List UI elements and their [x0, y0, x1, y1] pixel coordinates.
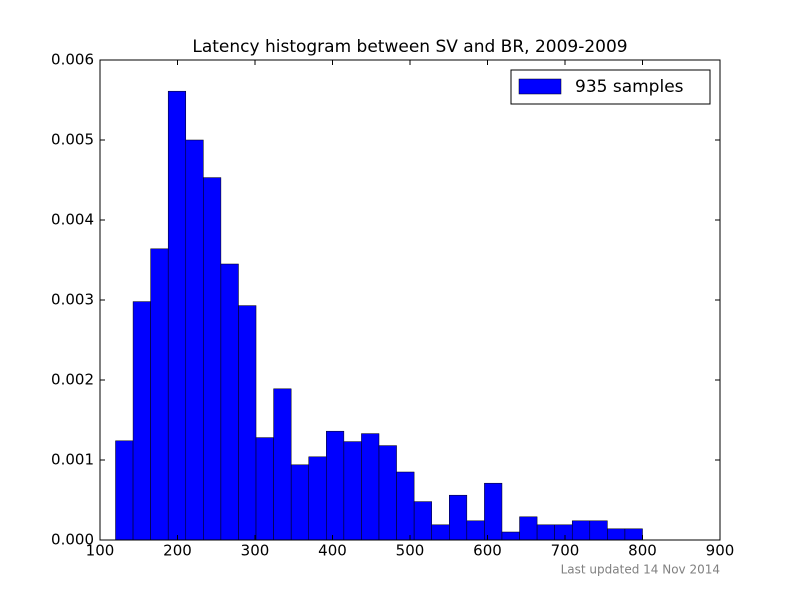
bar [290, 464, 309, 541]
x-tick-label: 600 [473, 542, 502, 560]
x-tick-label: 800 [628, 542, 657, 560]
bar [466, 520, 485, 541]
bar [396, 471, 415, 541]
bar [378, 445, 397, 541]
bar [571, 520, 591, 541]
legend-label: 935 samples [575, 77, 684, 97]
x-tick-label: 500 [396, 542, 425, 560]
y-tick-label: 0.005 [51, 131, 94, 149]
bar [132, 301, 151, 541]
bar [255, 437, 274, 541]
legend-swatch [518, 78, 562, 95]
bar [607, 528, 626, 541]
x-tick-label: 300 [241, 542, 270, 560]
bar [220, 263, 239, 541]
x-tick-label: 700 [551, 542, 580, 560]
y-tick-label: 0.003 [51, 291, 94, 309]
bar [484, 482, 503, 541]
bar [343, 441, 362, 541]
bar [308, 456, 327, 541]
bar [326, 430, 345, 541]
bar [150, 248, 169, 541]
chart-title: Latency histogram between SV and BR, 200… [192, 37, 627, 57]
bar [273, 388, 292, 541]
bar [554, 524, 573, 541]
bar [115, 440, 134, 541]
y-tick-label: 0.001 [51, 451, 94, 469]
bar [185, 139, 204, 541]
footnote: Last updated 14 Nov 2014 [561, 563, 720, 577]
bar [361, 433, 380, 541]
bar [449, 494, 468, 541]
bar [203, 177, 222, 541]
y-tick-label: 0.000 [51, 531, 94, 549]
x-tick-label: 400 [318, 542, 347, 560]
x-tick-label: 900 [706, 542, 735, 560]
bar [536, 524, 555, 541]
y-tick-label: 0.002 [51, 371, 94, 389]
x-tick-label: 100 [86, 542, 115, 560]
bar [589, 520, 608, 541]
bar [501, 531, 520, 541]
bar [167, 90, 187, 541]
y-tick-label: 0.004 [51, 211, 94, 229]
bar [519, 516, 538, 541]
bar [413, 501, 432, 541]
bar [238, 305, 257, 541]
bar [431, 524, 450, 541]
y-tick-label: 0.006 [51, 51, 94, 69]
x-tick-label: 200 [163, 542, 192, 560]
bar [624, 528, 643, 541]
